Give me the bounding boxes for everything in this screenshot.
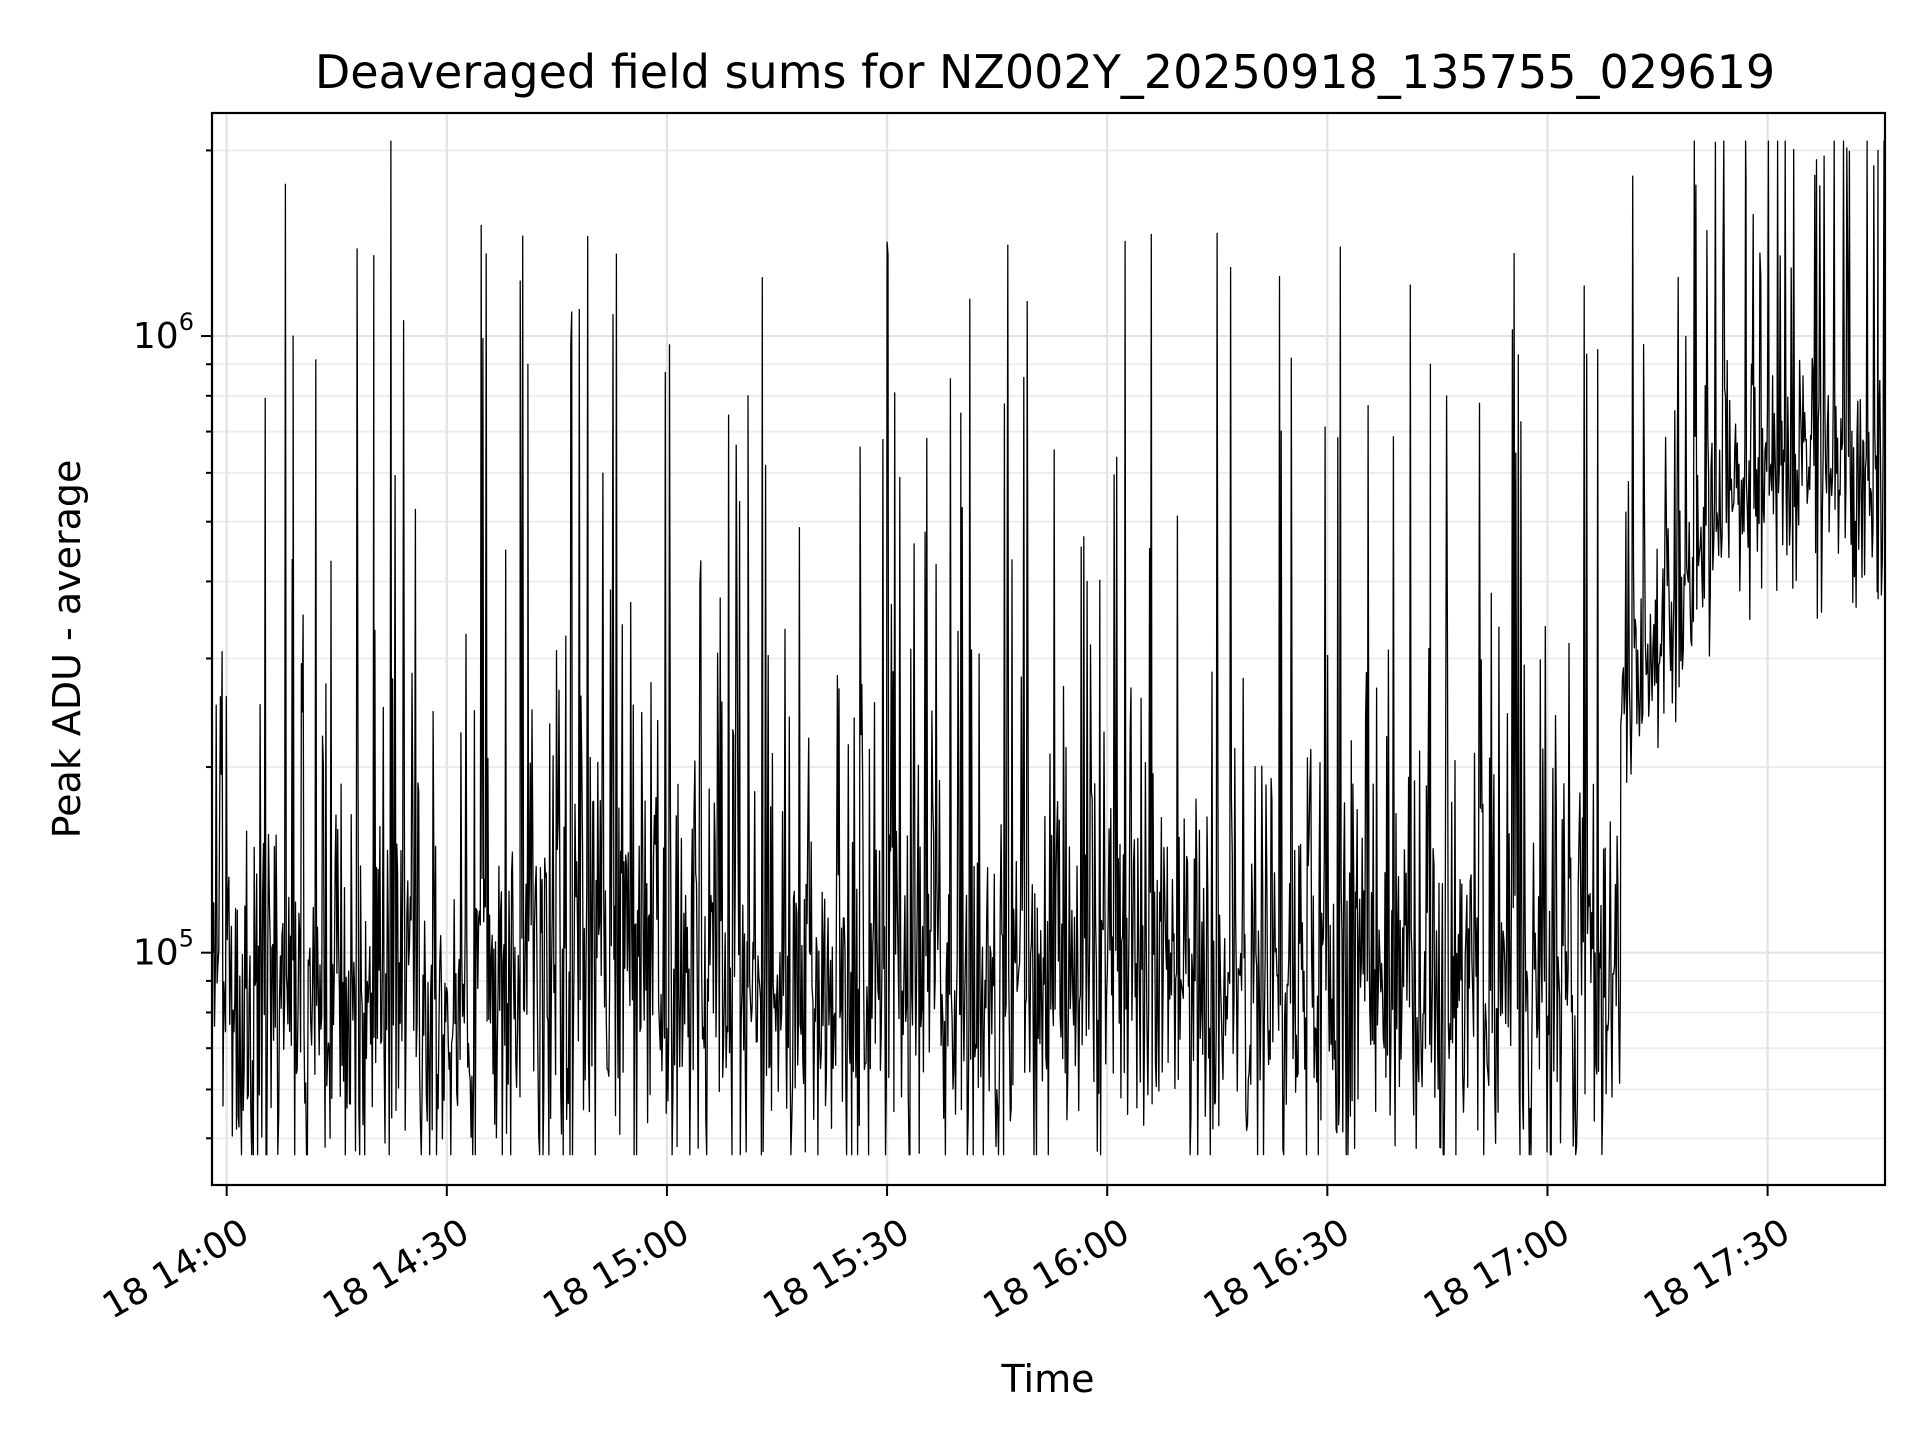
x-tick-label: 18 15:00 — [536, 1211, 696, 1327]
x-tick-label: 18 16:30 — [1197, 1211, 1357, 1327]
chart-title: Deaveraged field sums for NZ002Y_2025091… — [315, 45, 1775, 99]
series-line — [211, 140, 1886, 1156]
x-tick-label: 18 14:00 — [96, 1211, 256, 1327]
y-axis-label: Peak ADU - average — [45, 460, 89, 839]
x-tick-label: 18 16:00 — [977, 1211, 1137, 1327]
x-tick-label: 18 17:30 — [1637, 1211, 1797, 1327]
x-tick-label: 18 14:30 — [316, 1211, 476, 1327]
x-axis-label: Time — [1001, 1357, 1095, 1401]
y-tick-label: 105 — [133, 925, 194, 974]
y-axis: 105 106 — [133, 149, 212, 1140]
grid — [212, 113, 1885, 1185]
x-tick-label: 18 17:00 — [1417, 1211, 1577, 1327]
x-axis: 18 14:00 18 14:30 18 15:00 18 15:30 18 16:00… — [96, 1185, 1797, 1327]
x-tick-label: 18 15:30 — [756, 1211, 916, 1327]
plot-frame — [210, 111, 1887, 1187]
y-tick-label: 106 — [133, 308, 194, 357]
